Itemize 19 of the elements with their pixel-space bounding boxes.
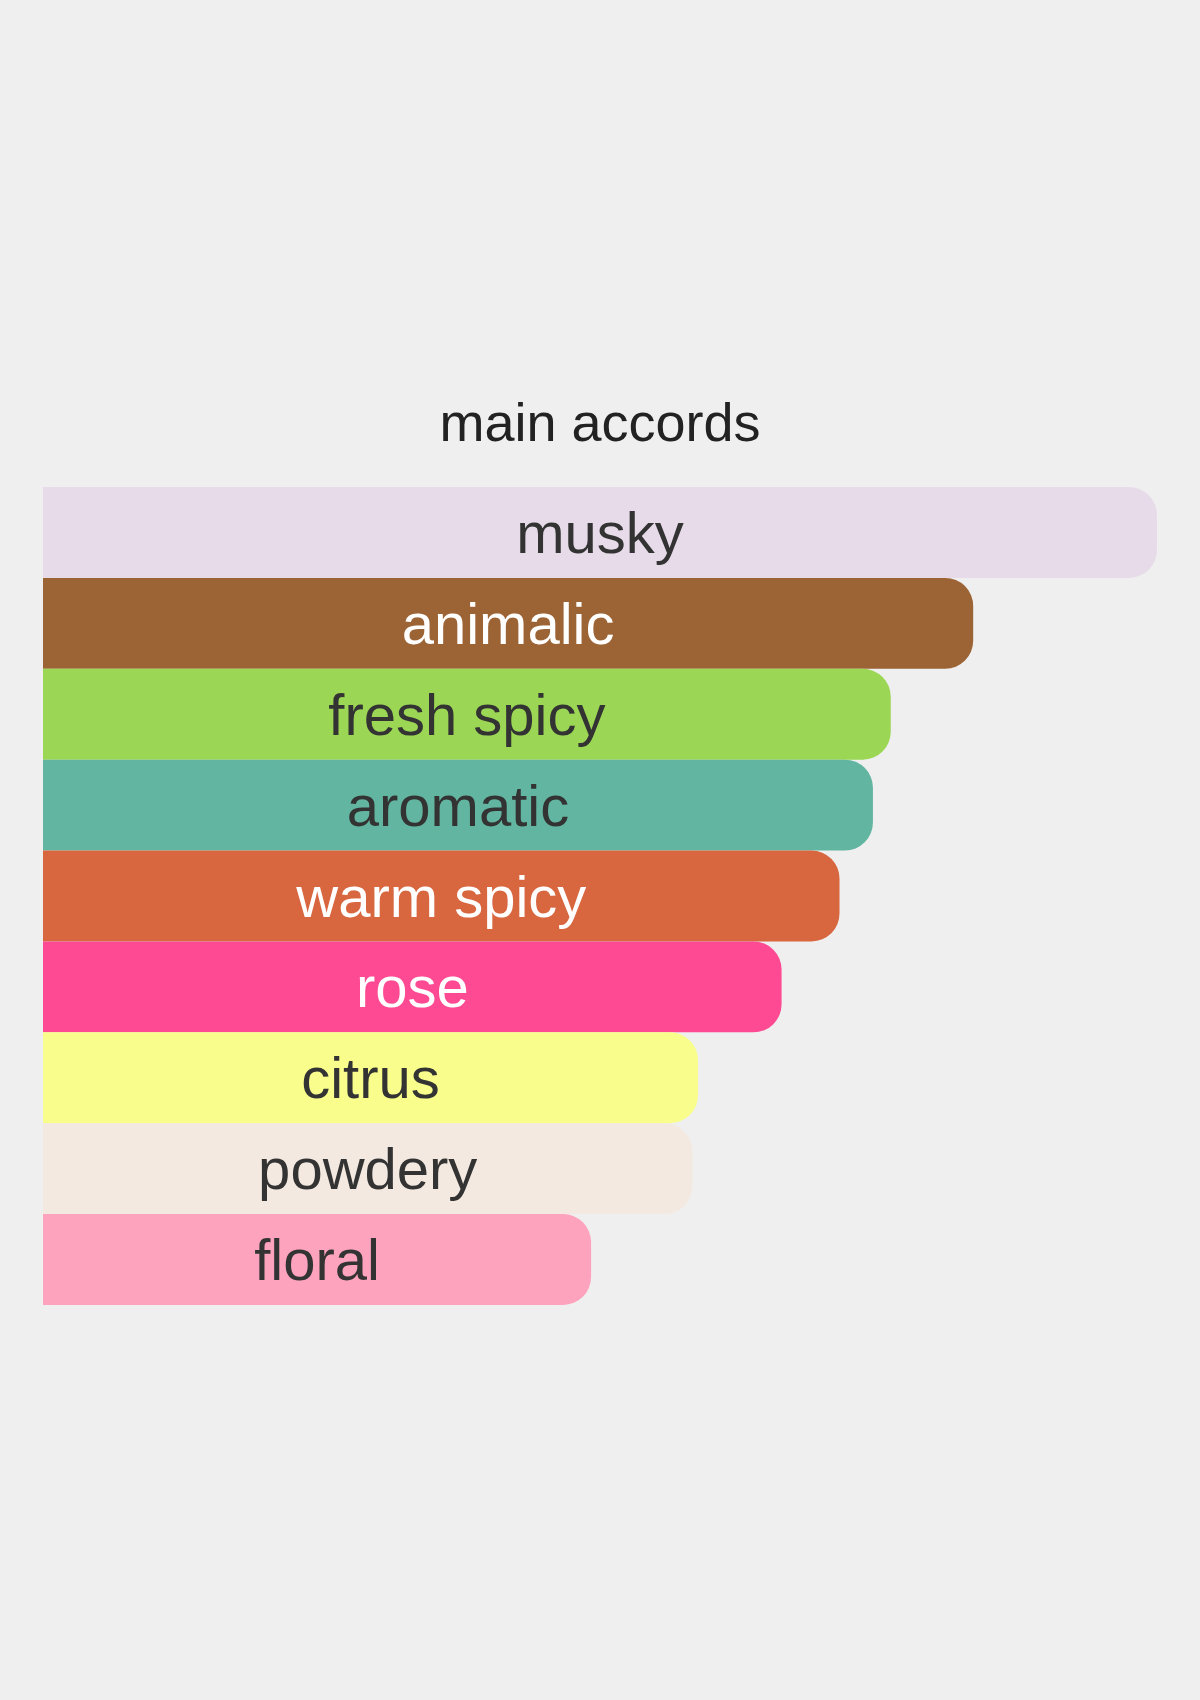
- bar: [43, 1214, 592, 1305]
- y-tick-label: fresh spicy: [328, 681, 606, 747]
- y-tick-label: powdery: [258, 1136, 478, 1202]
- y-tick-label: floral: [254, 1227, 380, 1293]
- y-tick-label: animalic: [401, 590, 615, 656]
- bar: [43, 941, 782, 1033]
- y-tick-label: warm spicy: [295, 863, 587, 929]
- bar: [43, 850, 840, 942]
- bar: [43, 759, 873, 851]
- bar: [43, 1032, 699, 1124]
- bar: [43, 487, 1157, 578]
- y-tick-label: citrus: [301, 1045, 440, 1111]
- chart-title: main accords: [439, 392, 761, 452]
- bar: [43, 1123, 693, 1215]
- bar: [43, 668, 891, 760]
- bar: [43, 577, 974, 669]
- y-tick-label: aromatic: [346, 772, 570, 838]
- y-tick-label: rose: [355, 954, 469, 1020]
- y-tick-label: musky: [516, 499, 684, 565]
